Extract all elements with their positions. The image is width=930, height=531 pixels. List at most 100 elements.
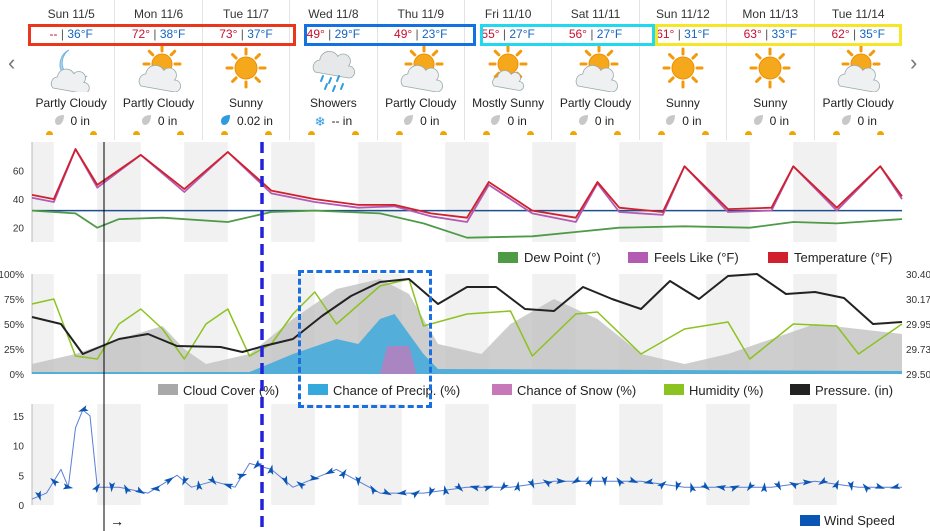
legend-swatch [800,515,820,526]
wind-direction-arrow [355,476,362,487]
highlight-box-dashed [298,270,432,408]
left-tick-label: 100% [0,270,24,281]
right-tick-label: 29.95 [906,320,930,331]
wind-direction-arrow [207,475,217,486]
hi-lo-temps: 73° | 37°F [219,27,273,41]
sunrise-icon [657,131,665,135]
day-column[interactable]: Mon 11/6 72° | 38°F Partly Cloudy 0 in [115,0,203,140]
y-tick-label: 20 [13,224,25,235]
precip-amount: ❄ -- in [314,114,353,129]
previous-arrow-icon[interactable]: ‹ [8,50,16,75]
night-band [445,404,489,505]
day-column[interactable]: Sun 11/12 61° | 31°F Sunny 0 in [640,0,728,140]
legend-swatch [664,384,684,395]
sunrise-icon [482,131,490,135]
day-column[interactable]: Fri 11/10 55° | 27°F Mostly Sunny 0 in [465,0,553,140]
day-column[interactable]: Wed 11/8 49° | 29°F Showers ❄ -- in [290,0,378,140]
high-temp: 72° [131,27,151,41]
low-temp: 33°F [771,27,798,41]
sunset-icon [177,131,185,135]
right-tick-label: 30.17 [906,295,930,306]
wind-direction-arrow [874,482,886,489]
wind-direction-arrow [429,486,436,497]
wind-direction-arrow [499,481,509,492]
wind-direction-arrow [236,473,248,480]
high-temp: 49° [394,27,413,41]
sun-markers [640,131,726,139]
sunset-icon [789,131,797,135]
sunrise-icon [308,131,316,135]
day-column[interactable]: Sun 11/5 -- | 36°F Partly Cloudy 0 in [28,0,116,140]
wind-direction-arrow [729,485,740,492]
wind-direction-arrow [150,485,161,492]
high-temp: 61° [656,27,675,41]
legend-swatch [498,252,518,263]
precip-value: 0.02 in [236,114,273,128]
left-tick-label: 75% [4,295,24,306]
day-name: Thu 11/9 [397,7,444,21]
highlight-box-blue [304,24,476,46]
wind-direction-arrow [182,475,190,486]
sunset-icon [90,131,97,135]
high-temp: 62° [831,27,850,41]
day-name: Tue 11/7 [222,7,269,21]
y-tick-label: 10 [13,442,25,453]
legend-label: Humidity (%) [689,383,763,398]
sun-markers [815,131,902,139]
low-temp: 27°F [509,27,535,41]
night-band [532,404,576,505]
legend-label: Cloud Cover (%) [183,383,279,398]
night-band [793,404,837,505]
day-name: Mon 11/13 [742,7,799,21]
sunset-icon [526,131,534,135]
wind-direction-arrow [35,490,41,501]
condition-label: Showers [310,96,357,110]
condition-label: Partly Cloudy [122,96,195,110]
right-tick-label: 30.40 [906,270,930,281]
wind-direction-arrow [296,481,307,490]
day-column[interactable]: Sat 11/11 56° | 27°F Partly Cloudy 0 in [552,0,640,140]
wind-direction-arrow [746,481,756,492]
legend-swatch [492,384,512,395]
day-name: Sat 11/11 [570,7,621,21]
snow-chance-area [380,346,417,374]
wind-direction-arrow [454,482,464,492]
precip-amount: 0 in [28,114,114,129]
wind-direction-arrow [50,477,60,487]
precip-value: -- in [331,114,353,129]
day-name: Fri 11/10 [484,7,532,21]
precip-value: 0 in [70,114,90,128]
wind-direction-arrow [469,485,480,492]
left-tick-label: 0% [10,370,25,381]
precip-amount: 0.02 in [203,114,289,129]
wind-direction-arrow [760,482,767,493]
sunset-icon [876,131,884,135]
legend-swatch [308,384,328,395]
time-arrow-icon: → [110,513,124,529]
wind-direction-arrow [267,464,274,475]
wind-direction-arrow [109,482,116,493]
day-column[interactable]: Tue 11/14 62° | 35°F Partly Cloudy 0 in [815,0,902,140]
night-band [271,404,315,505]
wind-direction-arrow [788,481,800,490]
left-tick-label: 25% [4,345,24,356]
night-band [706,142,750,242]
cloud-cover-area [32,279,902,374]
sunrise-icon [220,131,228,135]
day-name: Sun 11/5 [47,7,95,21]
hi-lo-temps: 63° | 33°F [743,27,798,41]
wind-direction-arrow [601,476,608,487]
night-band [445,142,489,242]
precip-value: 0 in [157,114,178,128]
day-column[interactable]: Tue 11/7 73° | 37°F Sunny 0.02 in [203,0,291,140]
condition-label: Partly Cloudy [385,96,457,110]
precip-value: 0 in [769,114,789,128]
sunrise-icon [832,131,840,135]
day-column[interactable]: Mon 11/13 63° | 33°F Sunny 0 in [727,0,815,140]
next-arrow-icon[interactable]: › [910,50,918,75]
night-band [706,404,750,505]
low-temp: 37°F [247,27,273,41]
day-column[interactable]: Thu 11/9 49° | 23°F Partly Cloudy 0 in [378,0,465,140]
wind-direction-arrow [443,485,450,496]
